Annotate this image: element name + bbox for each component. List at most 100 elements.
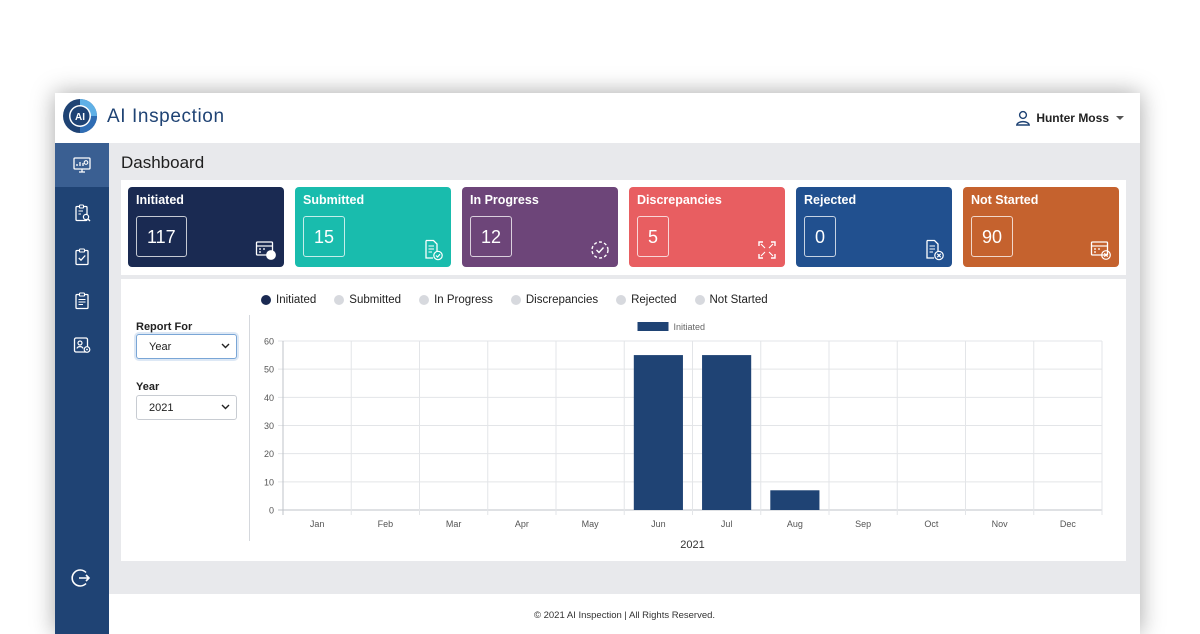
main-content: Dashboard Initiated 117 Submitted 15 bbox=[109, 143, 1140, 594]
calendar-reject-icon bbox=[1090, 241, 1111, 260]
year-select[interactable]: 2021 bbox=[136, 395, 237, 420]
logo-text: AI bbox=[75, 112, 85, 123]
logout-icon bbox=[71, 569, 91, 587]
legend-label: Discrepancies bbox=[525, 294, 599, 306]
legend-label: Initiated bbox=[276, 294, 317, 306]
x-tick-label: Oct bbox=[924, 519, 939, 529]
monitor-chart-icon bbox=[73, 157, 91, 173]
user-settings-icon bbox=[73, 337, 91, 353]
card-in-progress[interactable]: In Progress 12 bbox=[462, 187, 618, 267]
document-reject-icon bbox=[926, 239, 944, 261]
sidebar-item-user-settings[interactable] bbox=[55, 323, 109, 367]
progress-circle-icon bbox=[591, 241, 609, 259]
card-rejected[interactable]: Rejected 0 bbox=[796, 187, 952, 267]
legend-dot bbox=[616, 295, 627, 305]
x-axis-title: 2021 bbox=[680, 539, 704, 551]
legend-label: In Progress bbox=[434, 294, 493, 306]
user-name: Hunter Moss bbox=[1036, 111, 1109, 125]
y-tick-label: 30 bbox=[264, 421, 274, 431]
y-tick-label: 50 bbox=[264, 365, 274, 375]
x-tick-label: Sep bbox=[855, 519, 871, 529]
legend-item-initiated[interactable]: Initiated bbox=[261, 294, 316, 306]
x-tick-label: Mar bbox=[446, 519, 462, 529]
legend-item-discrepancies[interactable]: Discrepancies bbox=[510, 294, 599, 306]
legend-dot bbox=[510, 295, 521, 305]
chevron-down-icon bbox=[1116, 116, 1124, 120]
year-label: Year bbox=[136, 381, 160, 393]
calendar-check-icon bbox=[255, 241, 276, 260]
report-panel: Report For Year Year 2021 Initiated Subm… bbox=[121, 279, 1126, 561]
logout-button[interactable] bbox=[55, 556, 109, 600]
app-title: AI Inspection bbox=[107, 106, 225, 127]
card-title: Initiated bbox=[136, 193, 184, 207]
card-title: In Progress bbox=[470, 193, 539, 207]
legend-item-not-started[interactable]: Not Started bbox=[694, 294, 768, 306]
report-for-label: Report For bbox=[136, 321, 193, 333]
clipboard-check-icon bbox=[75, 248, 89, 266]
app-window: AI AI Inspection Hunter Moss bbox=[55, 93, 1140, 634]
sidebar-item-dashboard[interactable] bbox=[55, 143, 109, 187]
sidebar-item-approved[interactable] bbox=[55, 235, 109, 279]
sidebar bbox=[55, 143, 109, 634]
x-tick-label: May bbox=[582, 519, 600, 529]
bar-jun bbox=[633, 355, 683, 510]
x-tick-label: Feb bbox=[378, 519, 394, 529]
sidebar-item-reports[interactable] bbox=[55, 279, 109, 323]
bar-chart: 0 10 20 30 40 50 60 Jan Feb Mar Apr May Jun Jul Aug Sep… bbox=[264, 322, 1103, 551]
card-discrepancies[interactable]: Discrepancies 5 bbox=[629, 187, 785, 267]
legend-label: Rejected bbox=[631, 294, 677, 306]
legend-label: Submitted bbox=[349, 294, 402, 306]
report-for-select[interactable]: Year bbox=[136, 334, 237, 359]
report-for-value: Year bbox=[149, 340, 172, 353]
clipboard-search-icon bbox=[75, 204, 91, 222]
x-tick-label: Aug bbox=[787, 519, 803, 529]
status-cards-panel: Initiated 117 Submitted 15 bbox=[121, 180, 1126, 275]
card-title: Rejected bbox=[804, 193, 857, 207]
x-tick-label: Apr bbox=[515, 519, 529, 529]
logo-icon[interactable]: AI bbox=[62, 98, 98, 134]
card-count: 0 bbox=[804, 216, 837, 257]
page-title: Dashboard bbox=[121, 153, 205, 172]
y-tick-label: 60 bbox=[264, 337, 274, 347]
card-title: Submitted bbox=[303, 193, 365, 207]
card-count: 117 bbox=[136, 216, 187, 257]
y-tick-label: 20 bbox=[264, 449, 274, 459]
card-not-started[interactable]: Not Started 90 bbox=[963, 187, 1119, 267]
footer: © 2021 AI Inspection | All Rights Reserv… bbox=[109, 594, 1140, 634]
legend-label: Not Started bbox=[709, 294, 768, 306]
year-value: 2021 bbox=[149, 401, 174, 414]
chart-legend-swatch bbox=[637, 322, 669, 331]
legend-dot bbox=[694, 295, 705, 305]
y-tick-label: 10 bbox=[264, 477, 274, 487]
card-count: 15 bbox=[303, 216, 346, 257]
chevron-down-icon bbox=[221, 404, 230, 410]
filter-divider bbox=[249, 315, 250, 541]
bar-jul bbox=[702, 355, 752, 510]
card-title: Not Started bbox=[971, 193, 1039, 207]
legend-item-rejected[interactable]: Rejected bbox=[616, 294, 677, 306]
y-tick-label: 40 bbox=[264, 393, 274, 403]
legend-item-submitted[interactable]: Submitted bbox=[334, 294, 401, 306]
legend-dot bbox=[334, 295, 345, 305]
clipboard-list-icon bbox=[75, 292, 89, 310]
card-count: 12 bbox=[470, 216, 513, 257]
user-icon bbox=[1016, 110, 1031, 126]
document-check-icon bbox=[425, 239, 443, 261]
chevron-down-icon bbox=[221, 343, 230, 349]
sidebar-item-inspections[interactable] bbox=[55, 191, 109, 235]
card-title: Discrepancies bbox=[637, 193, 722, 207]
footer-text: © 2021 AI Inspection | All Rights Reserv… bbox=[533, 610, 716, 621]
legend-item-in-progress[interactable]: In Progress bbox=[419, 294, 493, 306]
user-menu[interactable]: Hunter Moss bbox=[1015, 110, 1124, 126]
x-tick-label: Jan bbox=[310, 519, 325, 529]
card-initiated[interactable]: Initiated 117 bbox=[128, 187, 284, 267]
x-tick-label: Dec bbox=[1060, 519, 1077, 529]
series-toggle-legend: Initiated Submitted In Progress Discrepa… bbox=[261, 292, 786, 308]
x-tick-label: Nov bbox=[992, 519, 1009, 529]
y-tick-label: 0 bbox=[269, 506, 274, 516]
card-submitted[interactable]: Submitted 15 bbox=[295, 187, 451, 267]
chart-legend-label: Initiated bbox=[674, 322, 706, 332]
legend-dot bbox=[419, 295, 430, 305]
x-tick-label: Jul bbox=[721, 519, 733, 529]
bar-aug bbox=[770, 490, 820, 510]
